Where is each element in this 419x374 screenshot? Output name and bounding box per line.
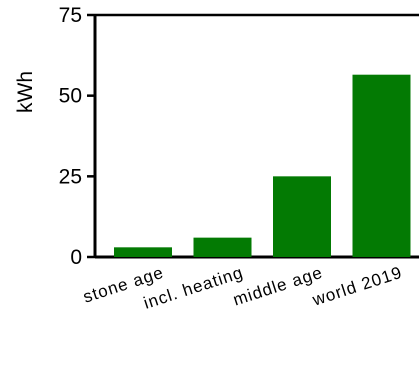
bars [114, 74, 411, 258]
y-ticks: 0 25 50 75 [59, 4, 95, 269]
y-tick-label: 25 [59, 165, 82, 188]
bar-incl-heating [193, 237, 252, 257]
x-category-label: middle age [231, 263, 325, 310]
y-tick-label: 75 [59, 4, 82, 27]
y-axis-title: kWh [14, 71, 37, 113]
x-category-label: world 2019 [309, 263, 404, 310]
bar-world-2019 [352, 74, 411, 258]
bar-stone-age [114, 247, 172, 257]
y-tick-label: 0 [70, 246, 82, 269]
bar-middle-age [273, 176, 331, 257]
y-tick-label: 50 [59, 85, 82, 108]
